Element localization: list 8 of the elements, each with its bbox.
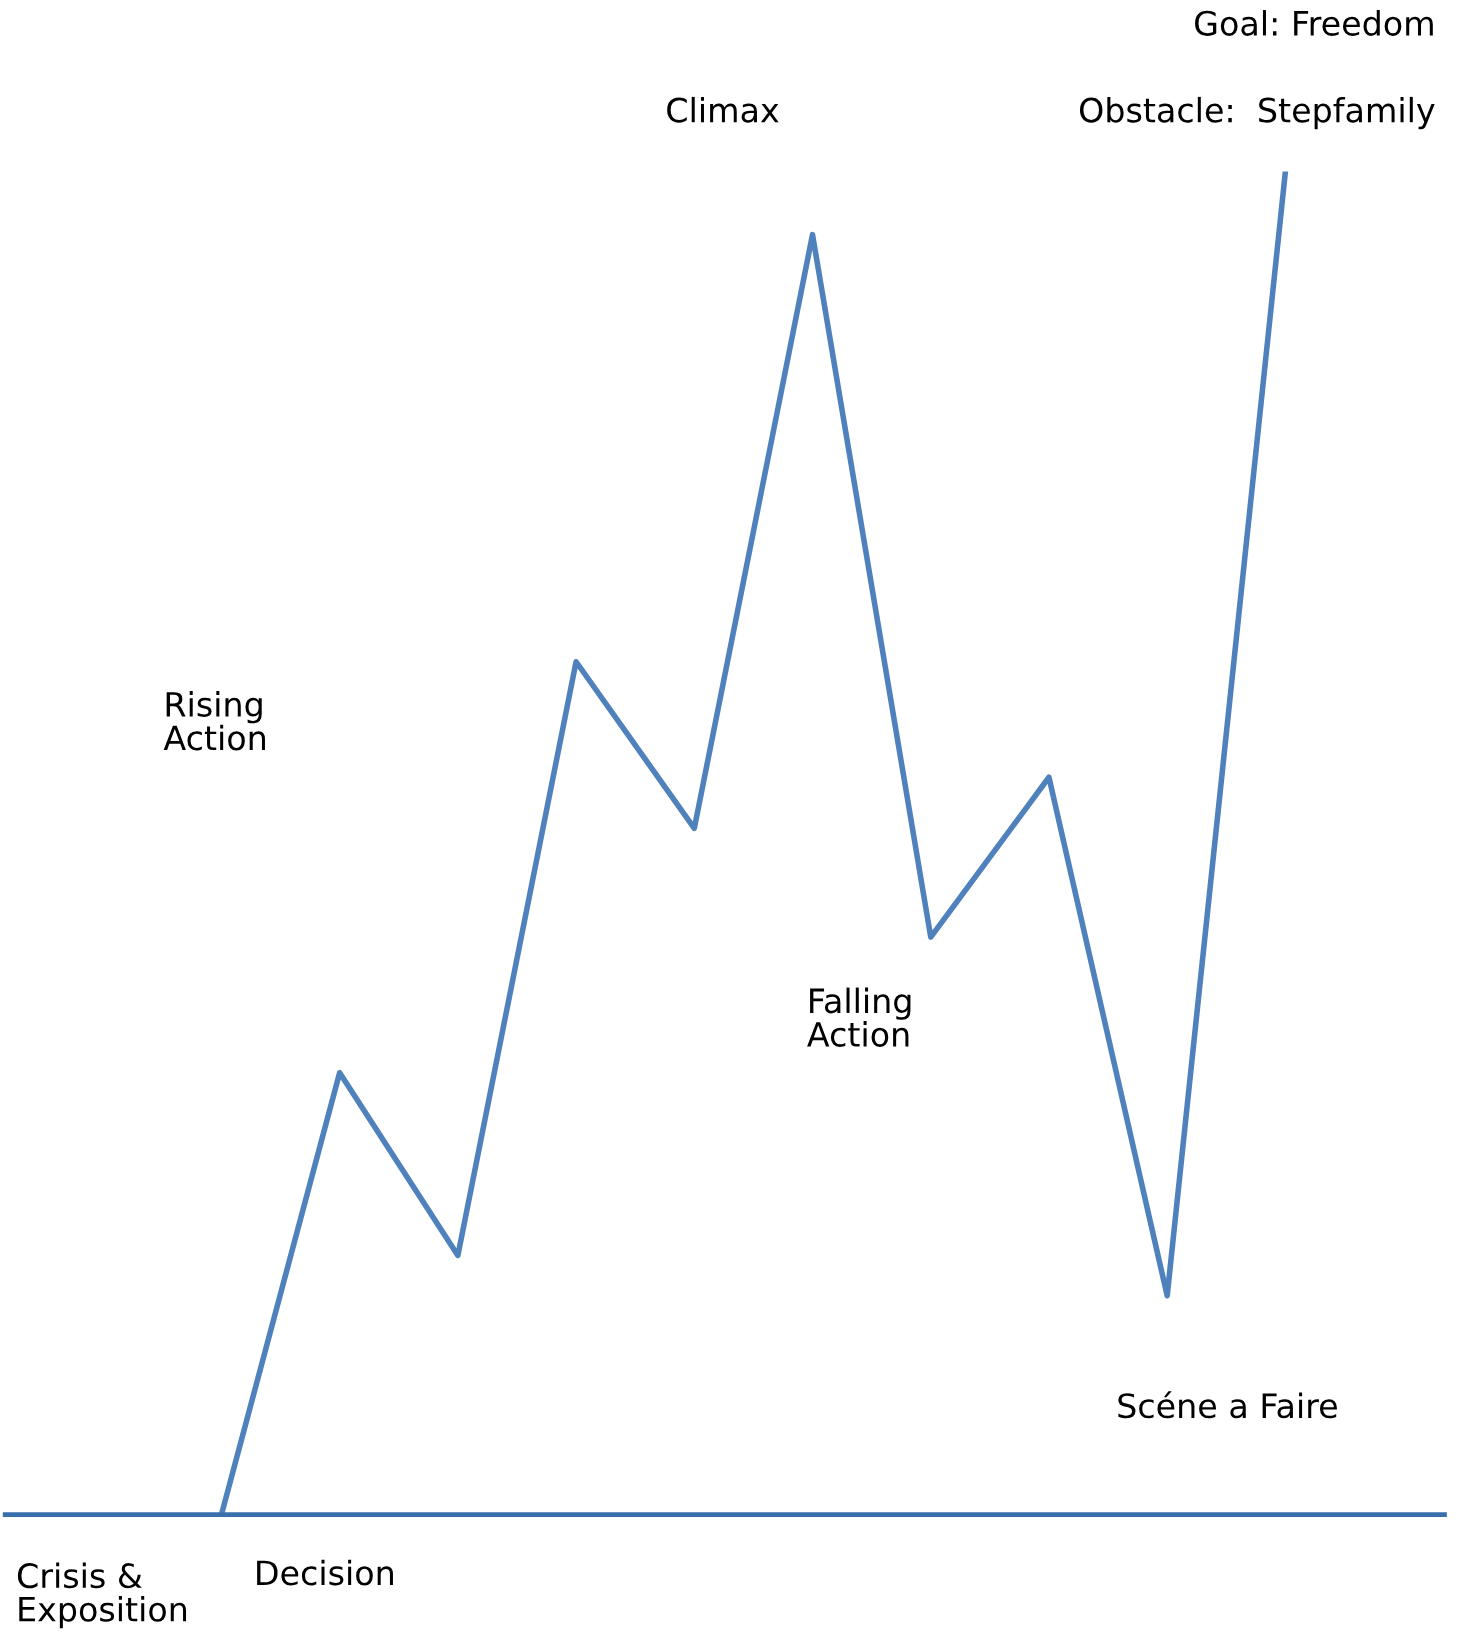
annotation: Rising Action (163, 691, 265, 751)
text: Crisis & Exposition (17, 1562, 187, 1629)
text: Decision (257, 1559, 393, 1586)
annotation: Falling Action (807, 987, 911, 1047)
text: Goal: Freedom (1195, 10, 1433, 36)
annotation: Scéne a Faire (1118, 1391, 1337, 1419)
text: Climax (667, 96, 779, 123)
text: Obstacle: Stepfamily (1079, 96, 1435, 130)
